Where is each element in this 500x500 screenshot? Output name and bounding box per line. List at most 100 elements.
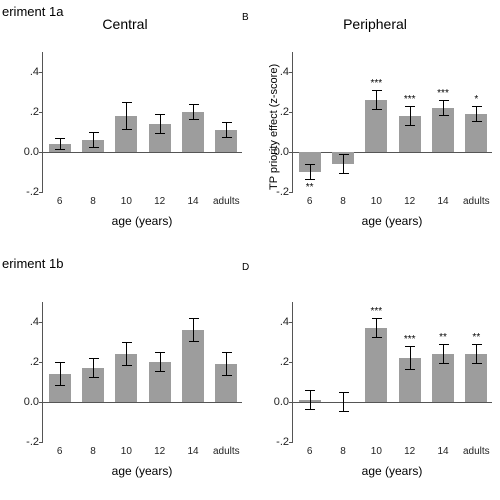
ytick-label: -.2 xyxy=(263,186,289,198)
ytick-mark xyxy=(39,442,43,443)
error-bar xyxy=(226,122,227,138)
ytick-mark xyxy=(289,442,293,443)
xtick-label: 14 xyxy=(187,196,198,207)
bar xyxy=(365,328,387,402)
ytick-label: .2 xyxy=(13,106,39,118)
error-cap-top xyxy=(155,352,165,353)
error-cap-top xyxy=(122,102,132,103)
error-cap-top xyxy=(405,346,415,347)
ytick-mark xyxy=(39,72,43,73)
significance-marker: * xyxy=(474,94,478,105)
error-bar xyxy=(410,346,411,370)
error-cap-bottom xyxy=(55,149,65,150)
panel-B: B Peripheral TP priority effect (z-score… xyxy=(250,22,500,242)
xtick-label: 10 xyxy=(121,446,132,457)
panel-D-letter: D xyxy=(242,262,249,273)
error-bar xyxy=(343,154,344,174)
experiment-1b-label: eriment 1b xyxy=(2,256,63,271)
error-cap-bottom xyxy=(222,137,232,138)
panel-C: -.20.0.2.468101214adults age (years) xyxy=(0,272,250,492)
zero-axis xyxy=(43,402,242,403)
xtick-label: 12 xyxy=(404,446,415,457)
error-cap-bottom xyxy=(405,369,415,370)
error-cap-bottom xyxy=(122,365,132,366)
xtick-label: 10 xyxy=(371,196,382,207)
ytick-label: -.2 xyxy=(263,436,289,448)
xtick-label: 14 xyxy=(437,196,448,207)
error-bar xyxy=(126,102,127,130)
xtick-label: 8 xyxy=(90,446,96,457)
error-cap-top xyxy=(372,90,382,91)
error-bar xyxy=(376,318,377,338)
error-cap-top xyxy=(55,138,65,139)
error-cap-bottom xyxy=(89,377,99,378)
error-cap-top xyxy=(155,114,165,115)
error-cap-bottom xyxy=(439,363,449,364)
panel-B-title: Peripheral xyxy=(250,16,500,32)
panel-row-top: Central -.20.0.2.468101214adults age (ye… xyxy=(0,22,500,242)
panel-row-bottom: -.20.0.2.468101214adults age (years) D -… xyxy=(0,272,500,492)
chart-B: -.20.0.2.4**68***10***12***14*adults xyxy=(292,52,492,192)
ytick-label: 0.0 xyxy=(263,396,289,408)
error-bar xyxy=(193,318,194,342)
error-bar xyxy=(310,164,311,180)
panel-D-xlabel: age (years) xyxy=(292,464,492,478)
panel-B-letter: B xyxy=(242,12,249,23)
xtick-label: adults xyxy=(213,196,240,207)
error-bar xyxy=(476,106,477,122)
xtick-label: 8 xyxy=(340,446,346,457)
significance-marker: ** xyxy=(472,332,480,343)
ytick-label: 0.0 xyxy=(13,396,39,408)
error-cap-top xyxy=(305,390,315,391)
error-cap-bottom xyxy=(222,375,232,376)
error-cap-top xyxy=(89,132,99,133)
error-cap-top xyxy=(439,344,449,345)
error-cap-top xyxy=(439,100,449,101)
error-cap-top xyxy=(405,106,415,107)
xtick-label: 14 xyxy=(437,446,448,457)
ytick-mark xyxy=(39,362,43,363)
ytick-label: -.2 xyxy=(13,186,39,198)
error-cap-top xyxy=(339,392,349,393)
error-bar xyxy=(126,342,127,366)
panel-C-xlabel: age (years) xyxy=(42,464,242,478)
error-bar xyxy=(93,358,94,378)
error-cap-bottom xyxy=(472,121,482,122)
chart-C: -.20.0.2.468101214adults xyxy=(42,302,242,442)
chart-D: -.20.0.2.468***10***12**14**adults xyxy=(292,302,492,442)
ytick-label: .4 xyxy=(263,316,289,328)
error-cap-bottom xyxy=(305,179,315,180)
xtick-label: adults xyxy=(463,196,490,207)
xtick-label: 6 xyxy=(57,196,63,207)
panel-D: D -.20.0.2.468***10***12**14**adults age… xyxy=(250,272,500,492)
error-cap-bottom xyxy=(472,363,482,364)
zero-axis xyxy=(293,402,492,403)
error-cap-bottom xyxy=(55,385,65,386)
ytick-mark xyxy=(289,192,293,193)
ytick-label: .2 xyxy=(13,356,39,368)
ytick-mark xyxy=(39,112,43,113)
error-cap-top xyxy=(189,318,199,319)
error-bar xyxy=(193,104,194,120)
significance-marker: ** xyxy=(439,332,447,343)
ytick-label: -.2 xyxy=(13,436,39,448)
significance-marker: *** xyxy=(404,94,416,105)
xtick-label: 6 xyxy=(307,446,313,457)
ytick-mark xyxy=(289,72,293,73)
xtick-label: 10 xyxy=(121,196,132,207)
ytick-mark xyxy=(289,112,293,113)
xtick-label: 6 xyxy=(57,446,63,457)
significance-marker: *** xyxy=(437,88,449,99)
error-bar xyxy=(310,390,311,410)
ytick-label: 0.0 xyxy=(13,146,39,158)
error-cap-bottom xyxy=(339,173,349,174)
error-cap-top xyxy=(122,342,132,343)
error-bar xyxy=(376,90,377,110)
error-cap-top xyxy=(89,358,99,359)
error-cap-top xyxy=(472,344,482,345)
error-bar xyxy=(443,344,444,364)
xtick-label: 8 xyxy=(340,196,346,207)
significance-marker: *** xyxy=(370,306,382,317)
error-bar xyxy=(93,132,94,148)
panel-B-xlabel: age (years) xyxy=(292,214,492,228)
